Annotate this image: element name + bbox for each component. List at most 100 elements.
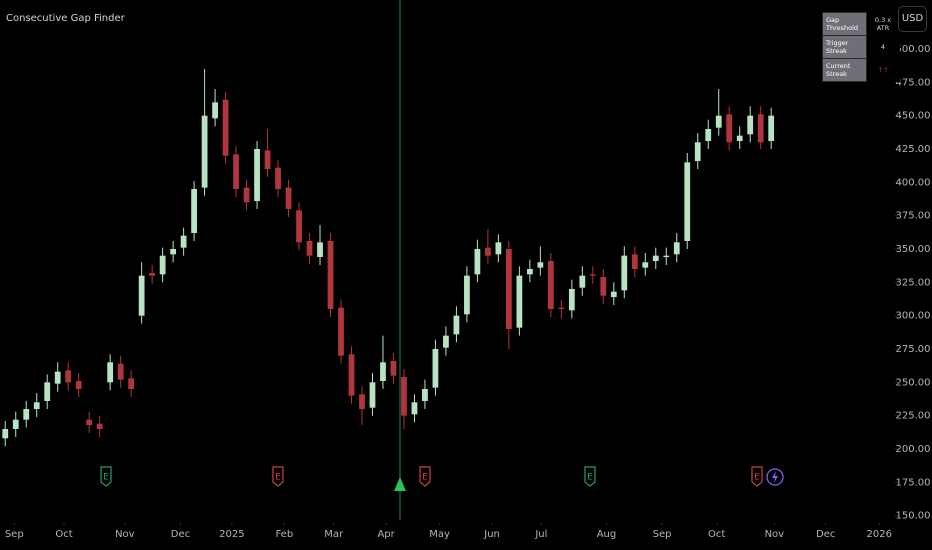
x-tick-label: 2026 — [867, 529, 892, 540]
candle-body — [33, 402, 40, 409]
candle-body — [65, 370, 72, 383]
y-tick-label: 250.00 — [896, 377, 931, 388]
candle-body — [474, 249, 481, 275]
table-key: Current Streak — [822, 58, 867, 82]
table-value: 0.3 x ATR — [866, 12, 900, 36]
candle-body — [705, 129, 712, 141]
indicator-title: Consecutive Gap Finder — [6, 13, 126, 24]
earnings-badge: E — [751, 466, 763, 487]
y-tick-label: 450.00 — [896, 111, 931, 122]
candle-body — [516, 275, 523, 328]
candle-body — [327, 241, 334, 309]
candle-body — [201, 115, 208, 188]
candle-body — [285, 187, 292, 209]
x-tick-label: Dec — [816, 529, 835, 540]
x-tick-label: Oct — [55, 529, 72, 540]
x-tick-label: Apr — [377, 529, 395, 540]
candle-body — [768, 115, 775, 141]
candle-body — [422, 389, 428, 401]
y-tick-label: 425.00 — [896, 144, 931, 155]
candle-body — [432, 349, 439, 388]
candle-body — [317, 242, 323, 257]
earnings-badges: E E E E E — [100, 466, 784, 487]
earnings-label: E — [754, 473, 760, 483]
candle-body — [254, 149, 260, 201]
x-tick-label: Sep — [653, 529, 672, 540]
y-tick-label: 175.00 — [896, 477, 931, 488]
candle-body — [390, 361, 397, 376]
candle-body — [96, 423, 103, 429]
candle-body — [642, 262, 649, 268]
candle-body — [757, 114, 764, 143]
candle-body — [485, 247, 491, 256]
candle-body — [747, 115, 754, 135]
x-tick-label: Aug — [597, 529, 617, 540]
candle-body — [726, 114, 733, 143]
candle-body — [191, 189, 197, 233]
candle-body — [537, 262, 544, 268]
candle-body — [495, 242, 502, 255]
candle-body — [54, 371, 61, 384]
candles — [2, 69, 775, 447]
currency-button[interactable]: USD — [898, 6, 927, 32]
table-row: Trigger Streak 4 — [822, 35, 900, 59]
candle-body — [610, 291, 617, 297]
candle-body — [212, 102, 218, 119]
candle-body — [117, 363, 124, 380]
candle-body — [526, 269, 533, 275]
candle-body — [715, 115, 722, 128]
y-tick-label: 400.00 — [896, 177, 931, 188]
candle-body — [86, 419, 93, 425]
candle-body — [453, 315, 460, 335]
x-tick-label: May — [429, 529, 450, 540]
candle-body — [338, 307, 344, 356]
candle-body — [443, 335, 449, 348]
candle-body — [348, 354, 355, 396]
x-tick-label: Dec — [171, 529, 190, 540]
table-row: Gap Threshold 0.3 x ATR — [822, 12, 900, 36]
candle-body — [621, 255, 628, 291]
candle-body — [222, 99, 229, 156]
y-tick-label: 225.00 — [896, 411, 931, 422]
table-key: Gap Threshold — [822, 12, 867, 36]
candle-body — [170, 249, 177, 255]
candle-body — [401, 377, 407, 416]
candle-body — [296, 210, 302, 243]
candle-body — [159, 255, 166, 275]
table-value: 4 — [866, 35, 900, 59]
earnings-badge: E — [272, 466, 284, 487]
earnings-label: E — [422, 473, 428, 483]
candle-body — [464, 275, 470, 315]
y-tick-label: 500.00 — [896, 44, 931, 55]
candle-body — [652, 255, 659, 261]
y-tick-label: 375.00 — [896, 211, 931, 222]
candle-body — [663, 255, 670, 257]
candle-body — [589, 274, 596, 276]
earnings-badge: E — [100, 466, 112, 487]
x-tick-label: Sep — [5, 529, 24, 540]
candle-body — [107, 362, 114, 383]
candle-body — [684, 162, 691, 241]
candle-body — [180, 235, 187, 248]
x-tick-label: 2025 — [219, 529, 244, 540]
table-row: Current Streak ↑↑ — [822, 58, 900, 82]
candle-body — [673, 242, 680, 255]
candle-body — [233, 154, 239, 189]
candle-body — [264, 150, 271, 169]
candle-body — [306, 241, 313, 256]
signal-arrow — [394, 477, 406, 491]
candle-body — [631, 254, 638, 269]
candle-body — [547, 261, 554, 309]
candle-body — [505, 249, 512, 329]
y-tick-label: 475.00 — [896, 77, 931, 88]
candle-body — [23, 409, 30, 420]
info-table: Gap Threshold 0.3 x ATR Trigger Streak 4 C… — [822, 12, 900, 82]
candle-body — [12, 419, 19, 429]
candle-body — [694, 142, 701, 161]
y-tick-label: 300.00 — [896, 311, 931, 322]
axes: 150.00 175.00 200.00 225.00 250.00 275.00 300.… — [5, 44, 931, 540]
candle-body — [600, 277, 607, 296]
